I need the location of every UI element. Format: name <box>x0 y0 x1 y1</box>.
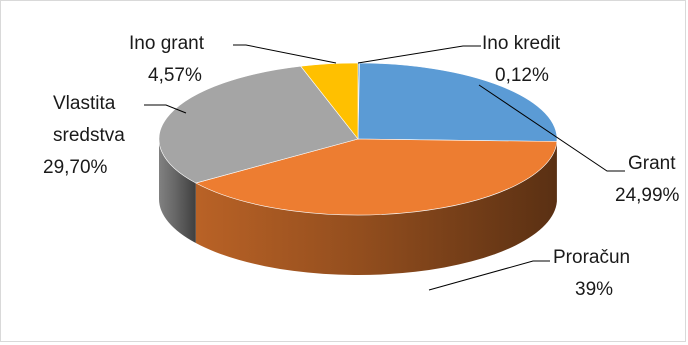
leader-line-ino-kredit <box>358 46 481 63</box>
label-ino-kredit: Ino kredit <box>482 33 561 54</box>
leader-line-ino-grant <box>233 45 336 63</box>
label-vlastita-line2: sredstva <box>53 125 125 146</box>
label-proracun: Proračun <box>553 247 630 268</box>
value-proracun: 39% <box>575 279 613 300</box>
value-grant: 24,99% <box>615 185 680 206</box>
value-ino-kredit: 0,12% <box>495 65 549 86</box>
value-vlastita: 29,70% <box>43 157 108 178</box>
value-ino-grant: 4,57% <box>148 65 202 86</box>
label-vlastita-line1: Vlastita <box>53 93 116 114</box>
label-ino-grant: Ino grant <box>129 33 205 54</box>
label-grant: Grant <box>628 153 676 174</box>
